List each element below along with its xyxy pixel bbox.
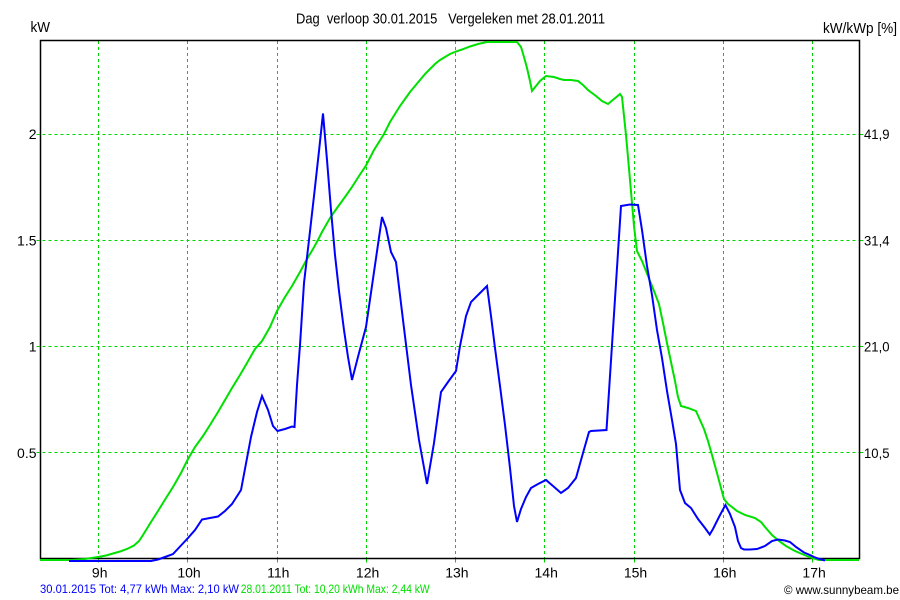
svg-text:1: 1 [29, 339, 37, 355]
svg-text:13h: 13h [445, 565, 468, 581]
svg-text:0.5: 0.5 [17, 445, 37, 461]
svg-text:kW/kWp [%]: kW/kWp [%] [823, 20, 897, 37]
svg-text:kW: kW [31, 19, 51, 36]
svg-text:12h: 12h [356, 565, 379, 581]
svg-text:28.01.2011 Tot: 10,20 kWh Max:: 28.01.2011 Tot: 10,20 kWh Max: 2,44 kW [241, 582, 431, 596]
svg-text:1.5: 1.5 [17, 232, 37, 248]
svg-text:© www.sunnybeam.be: © www.sunnybeam.be [784, 583, 899, 597]
svg-text:Dag verloop 30.01.2015 Verg: Dag verloop 30.01.2015 Vergeleken met 28… [296, 11, 605, 28]
svg-text:41,9: 41,9 [864, 126, 890, 142]
svg-text:11h: 11h [267, 565, 289, 581]
svg-text:21,0: 21,0 [864, 339, 890, 355]
svg-text:31,4: 31,4 [864, 232, 890, 248]
svg-text:30.01.2015 Tot: 4,77 kWh Max:: 30.01.2015 Tot: 4,77 kWh Max: 2,10 kW [40, 582, 240, 596]
svg-text:2: 2 [29, 126, 37, 142]
svg-text:17h: 17h [802, 565, 825, 581]
svg-text:9h: 9h [92, 565, 108, 581]
svg-text:15h: 15h [624, 565, 647, 581]
svg-text:10,5: 10,5 [864, 445, 890, 461]
svg-text:10h: 10h [177, 565, 200, 581]
svg-text:16h: 16h [713, 565, 736, 581]
svg-text:14h: 14h [535, 565, 558, 581]
